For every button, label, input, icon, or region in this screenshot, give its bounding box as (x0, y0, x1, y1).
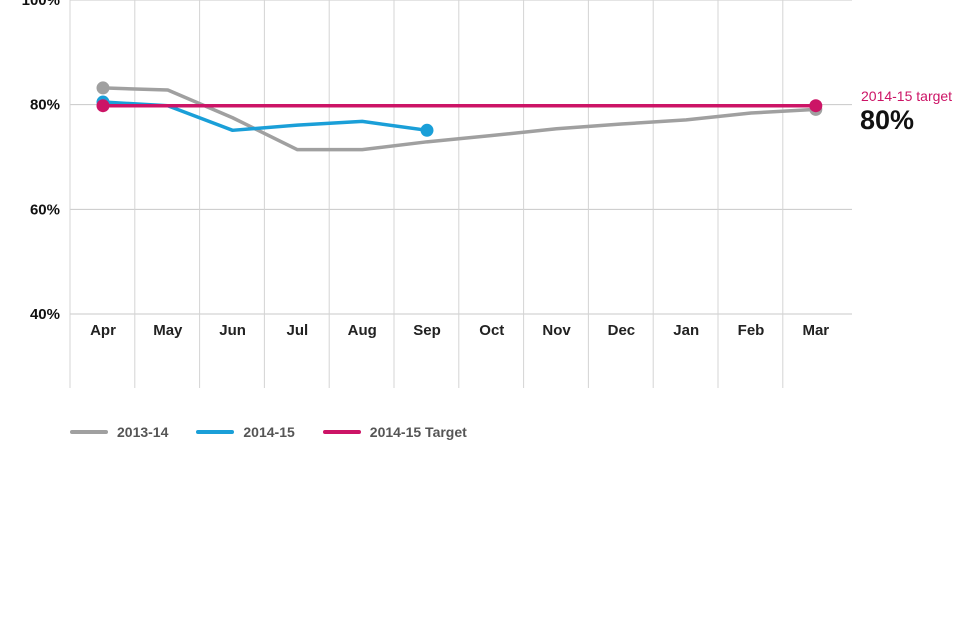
y-tick-label: 100% (22, 0, 60, 9)
x-tick-label: Oct (479, 322, 504, 339)
x-tick-label: Jul (287, 322, 309, 339)
y-tick-label: 80% (30, 97, 60, 114)
x-tick-label: Dec (608, 322, 636, 339)
x-tick-label: Apr (90, 322, 116, 339)
x-tick-label: Nov (542, 322, 571, 339)
y-axis: 100% 80% 60% 40% (22, 0, 60, 323)
series-marker-2014-15 (420, 123, 434, 137)
y-tick-label: 40% (30, 306, 60, 323)
target-annotation-value: 80% (860, 105, 914, 135)
legend-item-2014-15-target: 2014-15 Target (322, 424, 467, 440)
chart-grid (69, 0, 852, 388)
y-tick-label: 60% (30, 201, 60, 218)
legend-swatch-2014-15-target (322, 430, 361, 434)
legend-item-2013-14: 2013-14 (70, 424, 168, 440)
legend-label-2014-15-target: 2014-15 Target (369, 424, 467, 440)
x-tick-label: Mar (802, 322, 829, 339)
series-line-2013-14 (101, 86, 818, 152)
chart-legend: 2013-14 2014-15 2014-15 Target (70, 424, 467, 440)
series-lines (101, 86, 818, 152)
legend-swatch-2013-14 (70, 430, 108, 434)
legend-item-2014-15: 2014-15 (196, 424, 295, 440)
series-marker-2014-15-target (809, 99, 823, 113)
x-tick-label: Feb (738, 322, 765, 339)
target-annotation-label: 2014-15 target (861, 88, 952, 104)
legend-swatch-2014-15 (196, 430, 235, 434)
x-tick-label: Jan (673, 322, 699, 339)
x-tick-label: May (153, 322, 183, 339)
x-tick-label: Aug (348, 322, 377, 339)
x-tick-label: Jun (219, 322, 246, 339)
x-tick-label: Sep (413, 322, 441, 339)
x-axis: Apr May Jun Jul Aug Sep Oct Nov Dec Jan Feb Mar (90, 322, 829, 339)
series-markers (96, 81, 823, 137)
series-marker-2014-15-target (96, 99, 110, 113)
series-marker-2013-14 (96, 81, 110, 95)
legend-label-2014-15: 2014-15 (243, 424, 295, 440)
legend-label-2013-14: 2013-14 (117, 424, 169, 440)
